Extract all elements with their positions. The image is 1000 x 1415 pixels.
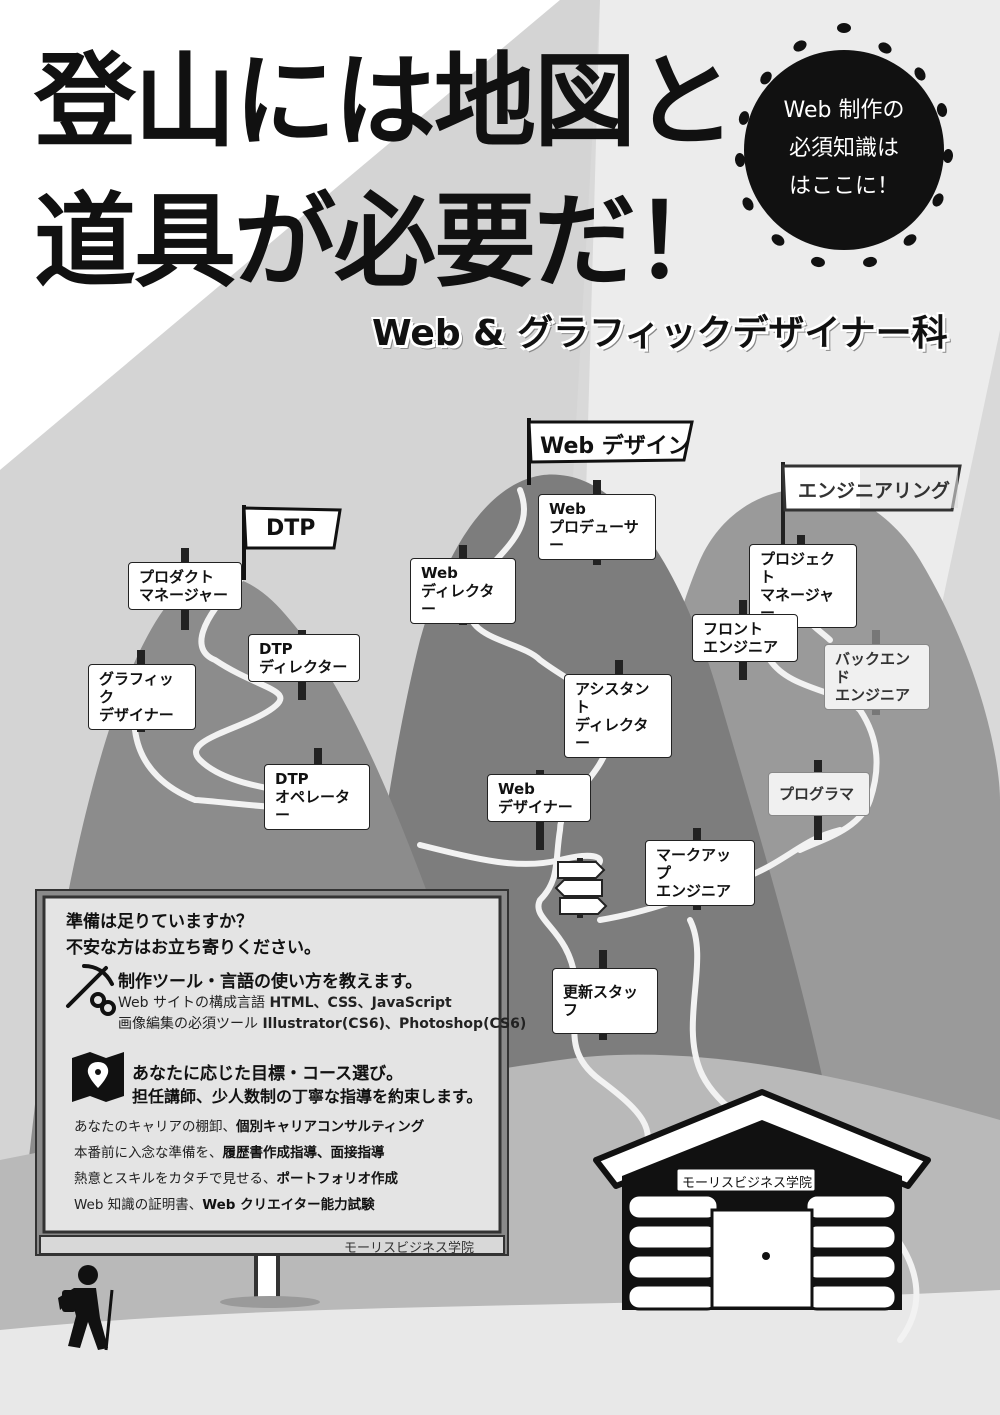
board-item-prefix: Web 知識の証明書、 xyxy=(74,1197,203,1213)
notice-board-content: 準備は足りていますか？ 不安な方はお立ち寄りください。 制作ツール・言語の使い方… xyxy=(44,897,526,1256)
sign-product-manager: プロダクト マネージャー xyxy=(128,562,242,610)
flag-web-design-graphic xyxy=(527,418,694,485)
sign-assistant-director: アシスタント ディレクター xyxy=(564,674,672,758)
board-tools-line-2: 画像編集の必須ツール Illustrator(CS6)、Photoshop(CS… xyxy=(118,1013,526,1033)
page-title-line-1: 登山には地図と xyxy=(34,43,736,162)
board-item-bold: Web クリエイター能力試験 xyxy=(202,1197,375,1213)
board-item: あなたのキャリアの棚卸、個別キャリアコンサルティング xyxy=(74,1115,424,1135)
board-course-line-2: 担任講師、少人数制の丁寧な指導を約束します。 xyxy=(132,1087,483,1106)
sun-icon xyxy=(734,23,954,268)
board-item: 熱意とスキルをカタチで見せる、ポートフォリオ作成 xyxy=(74,1167,398,1187)
board-course-line-1: あなたに応じた目標・コース選び。 xyxy=(132,1064,404,1084)
sign-markup-engineer: マークアップ エンジニア xyxy=(645,840,755,906)
pickaxe-icon xyxy=(66,964,116,1016)
board-tools-heading: 制作ツール・言語の使い方を教えます。 xyxy=(118,972,423,992)
flag-web-design: Web デザイン xyxy=(540,434,690,459)
flag-dtp-graphic xyxy=(242,505,342,580)
board-item-prefix: あなたのキャリアの棚卸、 xyxy=(74,1119,236,1135)
sign-dtp-director: DTP ディレクター xyxy=(248,634,360,682)
sun-badge-line-3: はここに！ xyxy=(788,174,899,199)
board-item-bold: 履歴書作成指導、面接指導 xyxy=(222,1145,385,1161)
board-item-prefix: 本番前に入念な準備を、 xyxy=(74,1145,223,1161)
course-subtitle: Web & グラフィックデザイナー科 xyxy=(372,313,948,354)
sign-graphic-designer: グラフィック デザイナー xyxy=(88,664,196,730)
mountain-hut-icon xyxy=(593,1089,931,1311)
hiker-icon xyxy=(58,1265,114,1351)
board-item-bold: 個別キャリアコンサルティング xyxy=(236,1119,425,1135)
sign-dtp-operator: DTP オペレーター xyxy=(264,764,370,830)
board-item-bold: ポートフォリオ作成 xyxy=(276,1171,399,1187)
board-tools-line-2-bold: Illustrator(CS6)、Photoshop(CS6) xyxy=(262,1016,527,1032)
board-tools-line-1-bold: HTML、CSS、JavaScript xyxy=(269,995,452,1011)
sign-web-director: Web ディレクター xyxy=(410,558,516,624)
board-tools-line-2-prefix: 画像編集の必須ツール xyxy=(118,1016,263,1032)
board-tools-line-1: Web サイトの構成言語 HTML、CSS、JavaScript xyxy=(118,992,452,1012)
signpost-icon xyxy=(554,858,608,918)
flag-engineering: エンジニアリング xyxy=(798,480,951,502)
sign-backend-engineer: バックエンド エンジニア xyxy=(824,644,930,710)
board-heading-line-1: 準備は足りていますか？ xyxy=(66,912,253,932)
board-item: 本番前に入念な準備を、履歴書作成指導、面接指導 xyxy=(74,1141,385,1161)
hut-sign: モーリスビジネス学院 xyxy=(681,1176,812,1191)
board-item-prefix: 熱意とスキルをカタチで見せる、 xyxy=(74,1171,277,1187)
sign-update-staff: 更新スタッフ xyxy=(552,968,658,1034)
board-item: Web 知識の証明書、Web クリエイター能力試験 xyxy=(74,1193,375,1213)
page-title-line-2: 道具が必要だ！ xyxy=(34,183,736,302)
sign-web-producer: Web プロデューサー xyxy=(538,494,656,560)
flag-dtp: DTP xyxy=(266,516,316,541)
flag-engineering-graphic xyxy=(781,462,962,545)
map-pin-icon xyxy=(72,1052,124,1102)
sun-badge-line-2: 必須知識は xyxy=(788,136,899,161)
sun-badge-line-1: Web 制作の xyxy=(783,98,905,123)
sun-badge: Web 制作の 必須知識は はここに！ xyxy=(760,92,928,206)
sign-programmer: プログラマ xyxy=(768,772,870,816)
sign-web-designer: Web デザイナー xyxy=(487,774,591,822)
sign-front-engineer: フロント エンジニア xyxy=(692,614,798,662)
foreground-path xyxy=(0,1290,1000,1415)
board-tools-line-1-prefix: Web サイトの構成言語 xyxy=(118,995,270,1011)
board-heading-line-2: 不安な方はお立ち寄りください。 xyxy=(66,938,321,958)
board-footer: モーリスビジネス学院 xyxy=(344,1241,475,1256)
